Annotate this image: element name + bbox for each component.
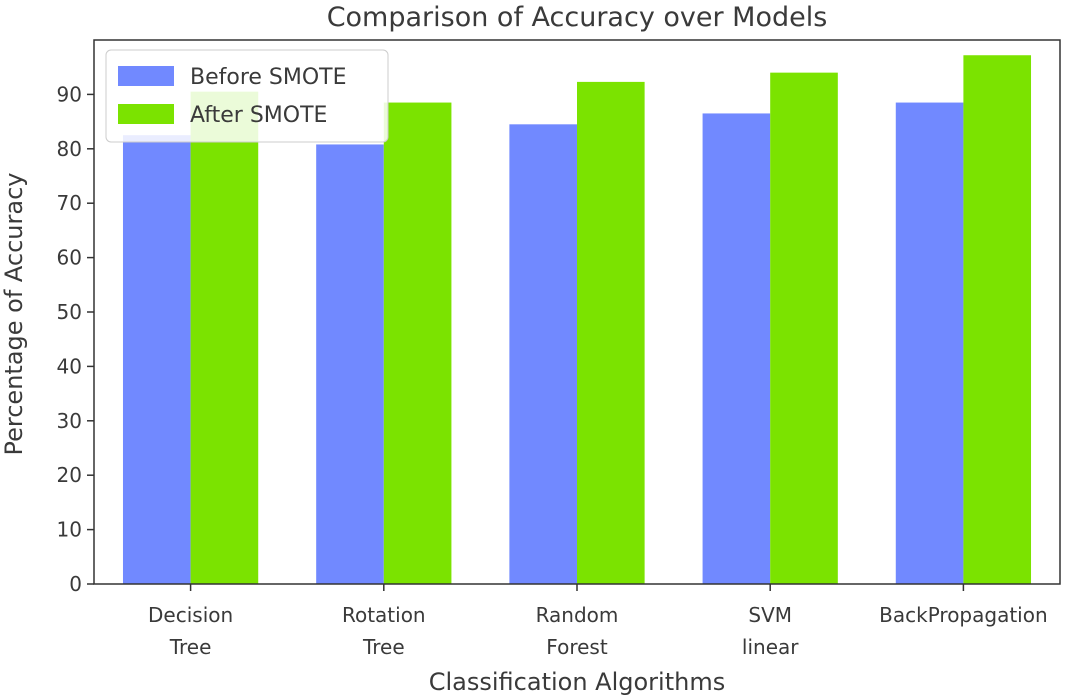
bar [190,91,259,585]
bar [963,55,1032,585]
y-tick-label: 10 [57,518,82,542]
bars-group [122,55,1032,585]
y-tick-label: 20 [57,463,82,487]
legend-box [105,49,389,143]
bar [383,102,452,584]
x-axis-ticks: Decision Tree Rotation Tree Random Forest SVM l… [148,584,1048,659]
legend-label: Before SMOTE [190,65,347,90]
bar [702,113,771,584]
bar [122,135,191,584]
y-axis-label: Percentage of Accuracy [0,173,28,456]
y-tick-label: 80 [57,137,82,161]
bar [895,102,964,584]
y-tick-label: 50 [57,300,82,324]
x-tick-label: Rotation Tree [342,603,426,659]
legend: Before SMOTE After SMOTE [105,49,389,143]
y-tick-label: 70 [57,191,82,215]
bar [577,81,645,584]
x-tick-label: Random Forest [536,603,619,659]
y-tick-label: 40 [57,354,82,378]
bar [770,72,838,584]
y-tick-label: 90 [57,82,82,106]
y-tick-label: 60 [57,246,82,270]
x-tick-label: SVM linear [742,603,799,659]
y-tick-label: 30 [57,409,82,433]
y-tick-label: 0 [69,572,82,596]
x-axis-label: Classification Algorithms [429,668,725,696]
x-tick-label: BackPropagation [879,603,1048,627]
legend-label: After SMOTE [190,103,327,128]
y-axis-ticks: 0 10 20 30 40 50 60 70 80 90 [57,82,94,596]
legend-swatch [118,66,174,86]
legend-swatch [118,104,174,124]
bar [509,124,577,584]
chart-title: Comparison of Accuracy over Models [327,2,828,33]
x-tick-label: Decision Tree [148,603,233,659]
bar [316,144,384,584]
